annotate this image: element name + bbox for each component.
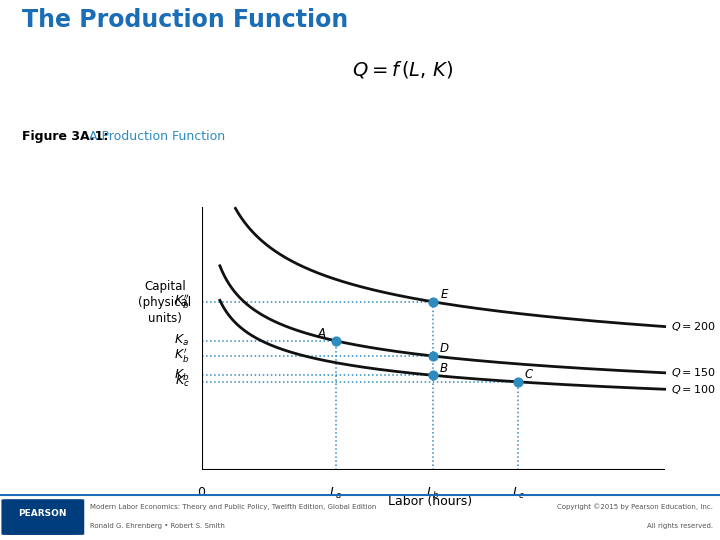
- Text: 0: 0: [197, 487, 206, 500]
- Text: D: D: [439, 342, 448, 355]
- Text: $Q = 100$: $Q = 100$: [671, 383, 716, 396]
- Text: B: B: [439, 362, 447, 375]
- Text: $K_b$: $K_b$: [174, 368, 189, 383]
- Text: Labor (hours): Labor (hours): [387, 495, 472, 508]
- Text: Modern Labor Economics: Theory and Public Policy, Twelfth Edition, Global Editio: Modern Labor Economics: Theory and Publi…: [90, 504, 377, 510]
- Text: $Q = 150$: $Q = 150$: [671, 366, 716, 379]
- Text: $K_b^{\prime}$: $K_b^{\prime}$: [174, 347, 189, 365]
- Text: Ronald G. Ehrenberg • Robert S. Smith: Ronald G. Ehrenberg • Robert S. Smith: [90, 523, 225, 529]
- Text: A: A: [318, 327, 325, 340]
- Point: [428, 298, 439, 306]
- FancyBboxPatch shape: [1, 499, 84, 535]
- Text: Copyright ©2015 by Pearson Education, Inc.: Copyright ©2015 by Pearson Education, In…: [557, 504, 713, 510]
- Text: $K_c$: $K_c$: [174, 374, 189, 389]
- Text: All rights reserved.: All rights reserved.: [647, 523, 713, 529]
- Text: Capital
(physical
units): Capital (physical units): [138, 280, 192, 325]
- Point: [330, 336, 341, 345]
- Text: $L_a$: $L_a$: [329, 487, 343, 502]
- Text: $L_b$: $L_b$: [426, 487, 440, 502]
- Text: $K_b^{\prime\prime}$: $K_b^{\prime\prime}$: [174, 293, 189, 311]
- Text: The Production Function: The Production Function: [22, 8, 348, 32]
- Text: $Q = 200$: $Q = 200$: [671, 320, 716, 333]
- Text: $Q = f\,(L,\,K)$: $Q = f\,(L,\,K)$: [352, 59, 454, 80]
- Text: $K_a$: $K_a$: [174, 333, 189, 348]
- Text: A Production Function: A Production Function: [85, 130, 225, 143]
- Point: [428, 371, 439, 380]
- Text: E: E: [441, 288, 448, 301]
- Text: C: C: [524, 368, 533, 381]
- Text: PEARSON: PEARSON: [18, 509, 67, 518]
- Point: [428, 352, 439, 360]
- Text: Figure 3A.1:: Figure 3A.1:: [22, 130, 108, 143]
- Text: $L_c$: $L_c$: [512, 487, 525, 502]
- Point: [513, 377, 524, 386]
